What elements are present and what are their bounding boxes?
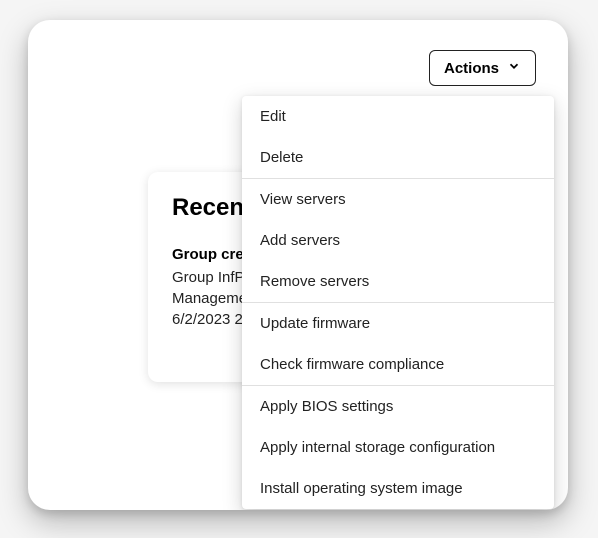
dropdown-group-2: View servers Add servers Remove servers bbox=[242, 179, 554, 303]
dropdown-item-remove-servers[interactable]: Remove servers bbox=[242, 261, 554, 302]
outer-card: Actions Recent Group crea Group InfPt Ma… bbox=[28, 20, 568, 510]
dropdown-item-edit[interactable]: Edit bbox=[242, 96, 554, 137]
dropdown-item-check-firmware-compliance[interactable]: Check firmware compliance bbox=[242, 344, 554, 385]
dropdown-item-apply-storage[interactable]: Apply internal storage configuration bbox=[242, 427, 554, 468]
chevron-down-icon bbox=[507, 59, 521, 77]
dropdown-item-update-firmware[interactable]: Update firmware bbox=[242, 303, 554, 344]
dropdown-group-3: Update firmware Check firmware complianc… bbox=[242, 303, 554, 386]
dropdown-item-delete[interactable]: Delete bbox=[242, 137, 554, 178]
dropdown-item-apply-bios[interactable]: Apply BIOS settings bbox=[242, 386, 554, 427]
dropdown-item-view-servers[interactable]: View servers bbox=[242, 179, 554, 220]
actions-button-label: Actions bbox=[444, 60, 499, 77]
dropdown-group-1: Edit Delete bbox=[242, 96, 554, 179]
actions-button[interactable]: Actions bbox=[429, 50, 536, 86]
actions-dropdown: Edit Delete View servers Add servers Rem… bbox=[242, 96, 554, 509]
dropdown-item-install-os[interactable]: Install operating system image bbox=[242, 468, 554, 509]
dropdown-group-4: Apply BIOS settings Apply internal stora… bbox=[242, 386, 554, 509]
dropdown-item-add-servers[interactable]: Add servers bbox=[242, 220, 554, 261]
